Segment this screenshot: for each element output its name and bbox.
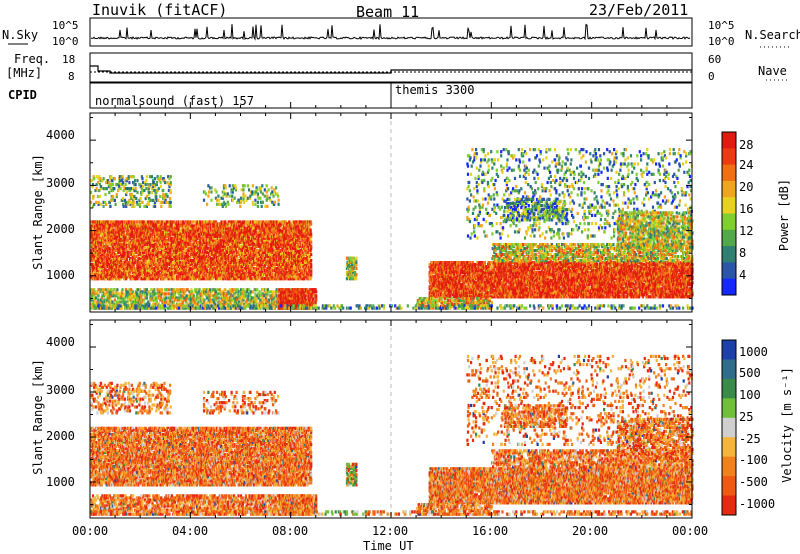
power-cell — [283, 220, 285, 223]
power-cell — [171, 220, 173, 223]
power-cell — [229, 243, 231, 246]
power-cell — [257, 231, 259, 234]
power-cell — [173, 275, 175, 278]
power-cell — [135, 259, 137, 262]
power-cell — [210, 245, 212, 248]
power-cell — [173, 261, 175, 264]
power-cell — [232, 220, 234, 223]
power-cell — [264, 277, 266, 280]
power-cell — [279, 249, 281, 252]
power-cell — [224, 220, 226, 223]
plot-canvas — [0, 0, 800, 554]
power-cell — [131, 231, 133, 234]
power-cell — [160, 245, 162, 248]
power-cell — [192, 220, 194, 223]
power-cell — [105, 229, 107, 232]
freq-panel — [90, 53, 692, 82]
nsky-line — [91, 24, 690, 39]
range-time-plot: Inuvik (fitACF) Beam 11 23/Feb/2011 N.Sk… — [0, 0, 800, 554]
nsky-panel — [90, 18, 692, 46]
power-cell — [187, 273, 189, 276]
power-scatter — [90, 148, 694, 310]
power-cell — [99, 271, 101, 274]
power-cell — [136, 220, 138, 223]
